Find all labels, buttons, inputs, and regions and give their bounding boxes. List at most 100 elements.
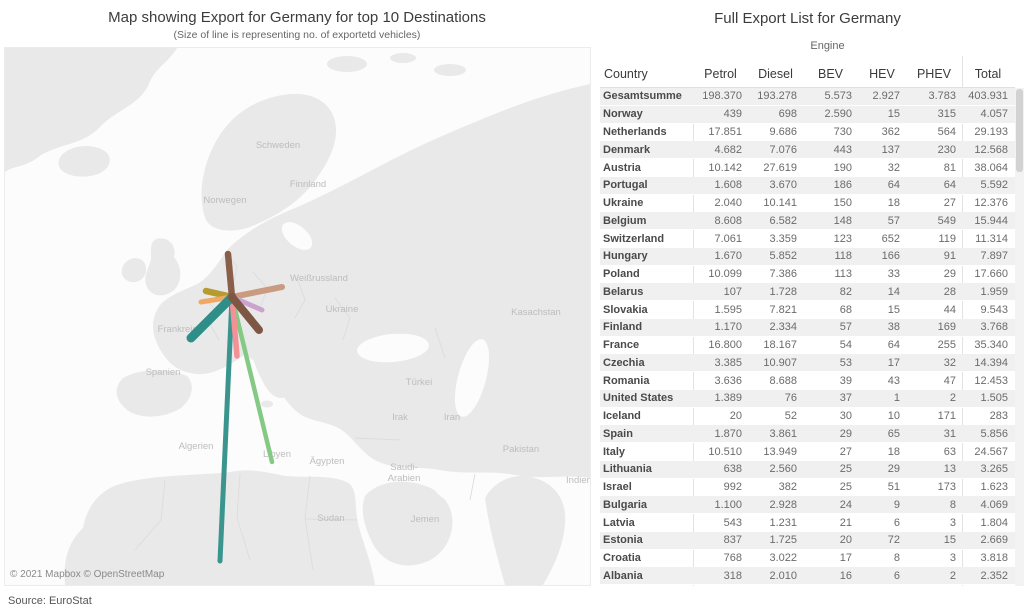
value-cell-diesel[interactable]: 10.907: [763, 356, 797, 369]
export-map[interactable]: Schweden Norwegen Finnland Weißrussland Ukra…: [4, 47, 591, 586]
value-cell-phev[interactable]: 8: [949, 498, 956, 511]
value-cell-total[interactable]: 9.543: [980, 303, 1008, 316]
value-cell-diesel[interactable]: 1.725: [769, 534, 797, 547]
value-cell-hev[interactable]: 33: [887, 268, 900, 281]
value-cell-phev[interactable]: 564: [937, 126, 956, 139]
export-flow-5[interactable]: [229, 294, 275, 465]
value-cell-petrol[interactable]: 17.851: [708, 126, 742, 139]
table-row[interactable]: Austria 10.142 27.619 190 32 81 38.064: [600, 159, 1015, 177]
value-cell-hev[interactable]: 18: [887, 197, 900, 210]
value-cell-total[interactable]: 35.340: [974, 339, 1008, 352]
value-cell-phev[interactable]: 3: [949, 552, 956, 565]
value-cell-phev[interactable]: 44: [943, 303, 956, 316]
value-cell-total[interactable]: 12.376: [974, 197, 1008, 210]
value-cell-diesel[interactable]: 7.386: [769, 268, 797, 281]
country-cell[interactable]: Estonia: [603, 534, 643, 547]
table-row[interactable]: Estonia 837 1.725 20 72 15 2.669: [600, 531, 1015, 550]
value-cell-phev[interactable]: 13: [943, 463, 956, 476]
value-cell-bev[interactable]: 190: [833, 161, 852, 174]
value-cell-bev[interactable]: 5.573: [824, 90, 852, 103]
value-cell-bev[interactable]: 443: [833, 143, 852, 156]
value-cell-petrol[interactable]: 1.870: [714, 427, 742, 440]
value-cell-total[interactable]: 1.623: [980, 481, 1008, 494]
value-cell-hev[interactable]: 1: [893, 392, 900, 405]
value-cell-bev[interactable]: 57: [839, 321, 852, 334]
value-cell-hev[interactable]: 8: [893, 552, 900, 565]
value-cell-hev[interactable]: 10: [887, 410, 900, 423]
table-row[interactable]: Belarus 107 1.728 82 14 28 1.959: [600, 283, 1015, 301]
value-cell-phev[interactable]: 230: [937, 143, 956, 156]
value-cell-diesel[interactable]: 2.928: [769, 498, 797, 511]
country-cell[interactable]: Slovakia: [603, 303, 648, 316]
value-cell-petrol[interactable]: 3.385: [714, 356, 742, 369]
table-row[interactable]: Ukraine 2.040 10.141 150 18 27 12.376: [600, 195, 1015, 213]
country-cell[interactable]: Latvia: [603, 516, 635, 529]
value-cell-hev[interactable]: 362: [881, 126, 900, 139]
value-cell-diesel[interactable]: 10.141: [763, 197, 797, 210]
column-header-bev[interactable]: BEV: [817, 67, 843, 81]
value-cell-total[interactable]: 1.959: [980, 285, 1008, 298]
value-cell-bev[interactable]: 82: [839, 285, 852, 298]
value-cell-diesel[interactable]: 382: [778, 481, 797, 494]
value-cell-petrol[interactable]: 10.099: [708, 268, 742, 281]
value-cell-petrol[interactable]: 638: [723, 463, 742, 476]
table-row[interactable]: Denmark 4.682 7.076 443 137 230 12.568: [600, 141, 1015, 159]
value-cell-phev[interactable]: 169: [937, 321, 956, 334]
value-cell-petrol[interactable]: 198.370: [702, 90, 742, 103]
value-cell-hev[interactable]: 137: [881, 143, 900, 156]
value-cell-diesel[interactable]: 13.949: [763, 445, 797, 458]
table-row[interactable]: Albania 318 2.010 16 6 2 2.352: [600, 567, 1015, 585]
value-cell-petrol[interactable]: 1.389: [714, 392, 742, 405]
value-cell-total[interactable]: 2.669: [980, 534, 1008, 547]
value-cell-total[interactable]: 4.057: [980, 108, 1008, 121]
value-cell-petrol[interactable]: 16.800: [708, 339, 742, 352]
value-cell-hev[interactable]: 6: [893, 516, 900, 529]
value-cell-phev[interactable]: 29: [943, 268, 956, 281]
export-flow-7[interactable]: [229, 294, 240, 359]
column-header-petrol[interactable]: Petrol: [704, 67, 737, 81]
table-row[interactable]: Romania 3.636 8.688 39 43 47 12.453: [600, 372, 1015, 390]
value-cell-hev[interactable]: 9: [893, 498, 900, 511]
value-cell-phev[interactable]: 255: [937, 339, 956, 352]
value-cell-diesel[interactable]: 7.076: [769, 143, 797, 156]
value-cell-diesel[interactable]: 2.560: [769, 463, 797, 476]
table-row[interactable]: Hungary 1.670 5.852 118 166 91 7.897: [600, 247, 1015, 266]
value-cell-total[interactable]: 24.567: [974, 445, 1008, 458]
value-cell-hev[interactable]: 57: [887, 214, 900, 227]
country-cell[interactable]: Denmark: [603, 143, 651, 156]
value-cell-petrol[interactable]: 1.170: [714, 321, 742, 334]
value-cell-petrol[interactable]: 1.100: [714, 498, 742, 511]
value-cell-hev[interactable]: 6: [893, 569, 900, 582]
value-cell-bev[interactable]: 25: [839, 481, 852, 494]
value-cell-hev[interactable]: 51: [887, 481, 900, 494]
value-cell-diesel[interactable]: 2.010: [769, 569, 797, 582]
export-flow-6[interactable]: [217, 294, 235, 564]
table-row[interactable]: Slovakia 1.595 7.821 68 15 44 9.543: [600, 301, 1015, 319]
value-cell-total[interactable]: 3.818: [980, 552, 1008, 565]
value-cell-diesel[interactable]: 3.022: [769, 552, 797, 565]
value-cell-phev[interactable]: 3: [949, 516, 956, 529]
column-header-country[interactable]: Country: [604, 67, 648, 81]
value-cell-bev[interactable]: 53: [839, 356, 852, 369]
column-header-hev[interactable]: HEV: [869, 67, 895, 81]
country-cell[interactable]: Romania: [603, 374, 650, 387]
table-row[interactable]: Israel 992 382 25 51 173 1.623: [600, 479, 1015, 497]
value-cell-diesel[interactable]: 3.861: [769, 427, 797, 440]
value-cell-phev[interactable]: 31: [943, 427, 956, 440]
table-row[interactable]: Switzerland 7.061 3.359 123 652 119 11.314: [600, 230, 1015, 248]
value-cell-phev[interactable]: 47: [943, 374, 956, 387]
table-row[interactable]: Poland 10.099 7.386 113 33 29 17.660: [600, 266, 1015, 284]
value-cell-hev[interactable]: 166: [881, 250, 900, 263]
value-cell-petrol[interactable]: 20: [729, 410, 742, 423]
country-cell[interactable]: Finland: [603, 321, 643, 334]
value-cell-diesel[interactable]: 8.688: [769, 374, 797, 387]
country-cell[interactable]: Israel: [603, 481, 632, 494]
value-cell-total[interactable]: 1.804: [980, 516, 1008, 529]
table-row[interactable]: Lithuania 638 2.560 25 29 13 3.265: [600, 460, 1015, 479]
value-cell-total[interactable]: 12.453: [974, 374, 1008, 387]
country-cell[interactable]: Austria: [603, 161, 641, 174]
value-cell-bev[interactable]: 37: [839, 392, 852, 405]
value-cell-bev[interactable]: 118: [834, 250, 852, 263]
value-cell-petrol[interactable]: 1.670: [714, 250, 742, 263]
value-cell-petrol[interactable]: 4.682: [714, 143, 742, 156]
